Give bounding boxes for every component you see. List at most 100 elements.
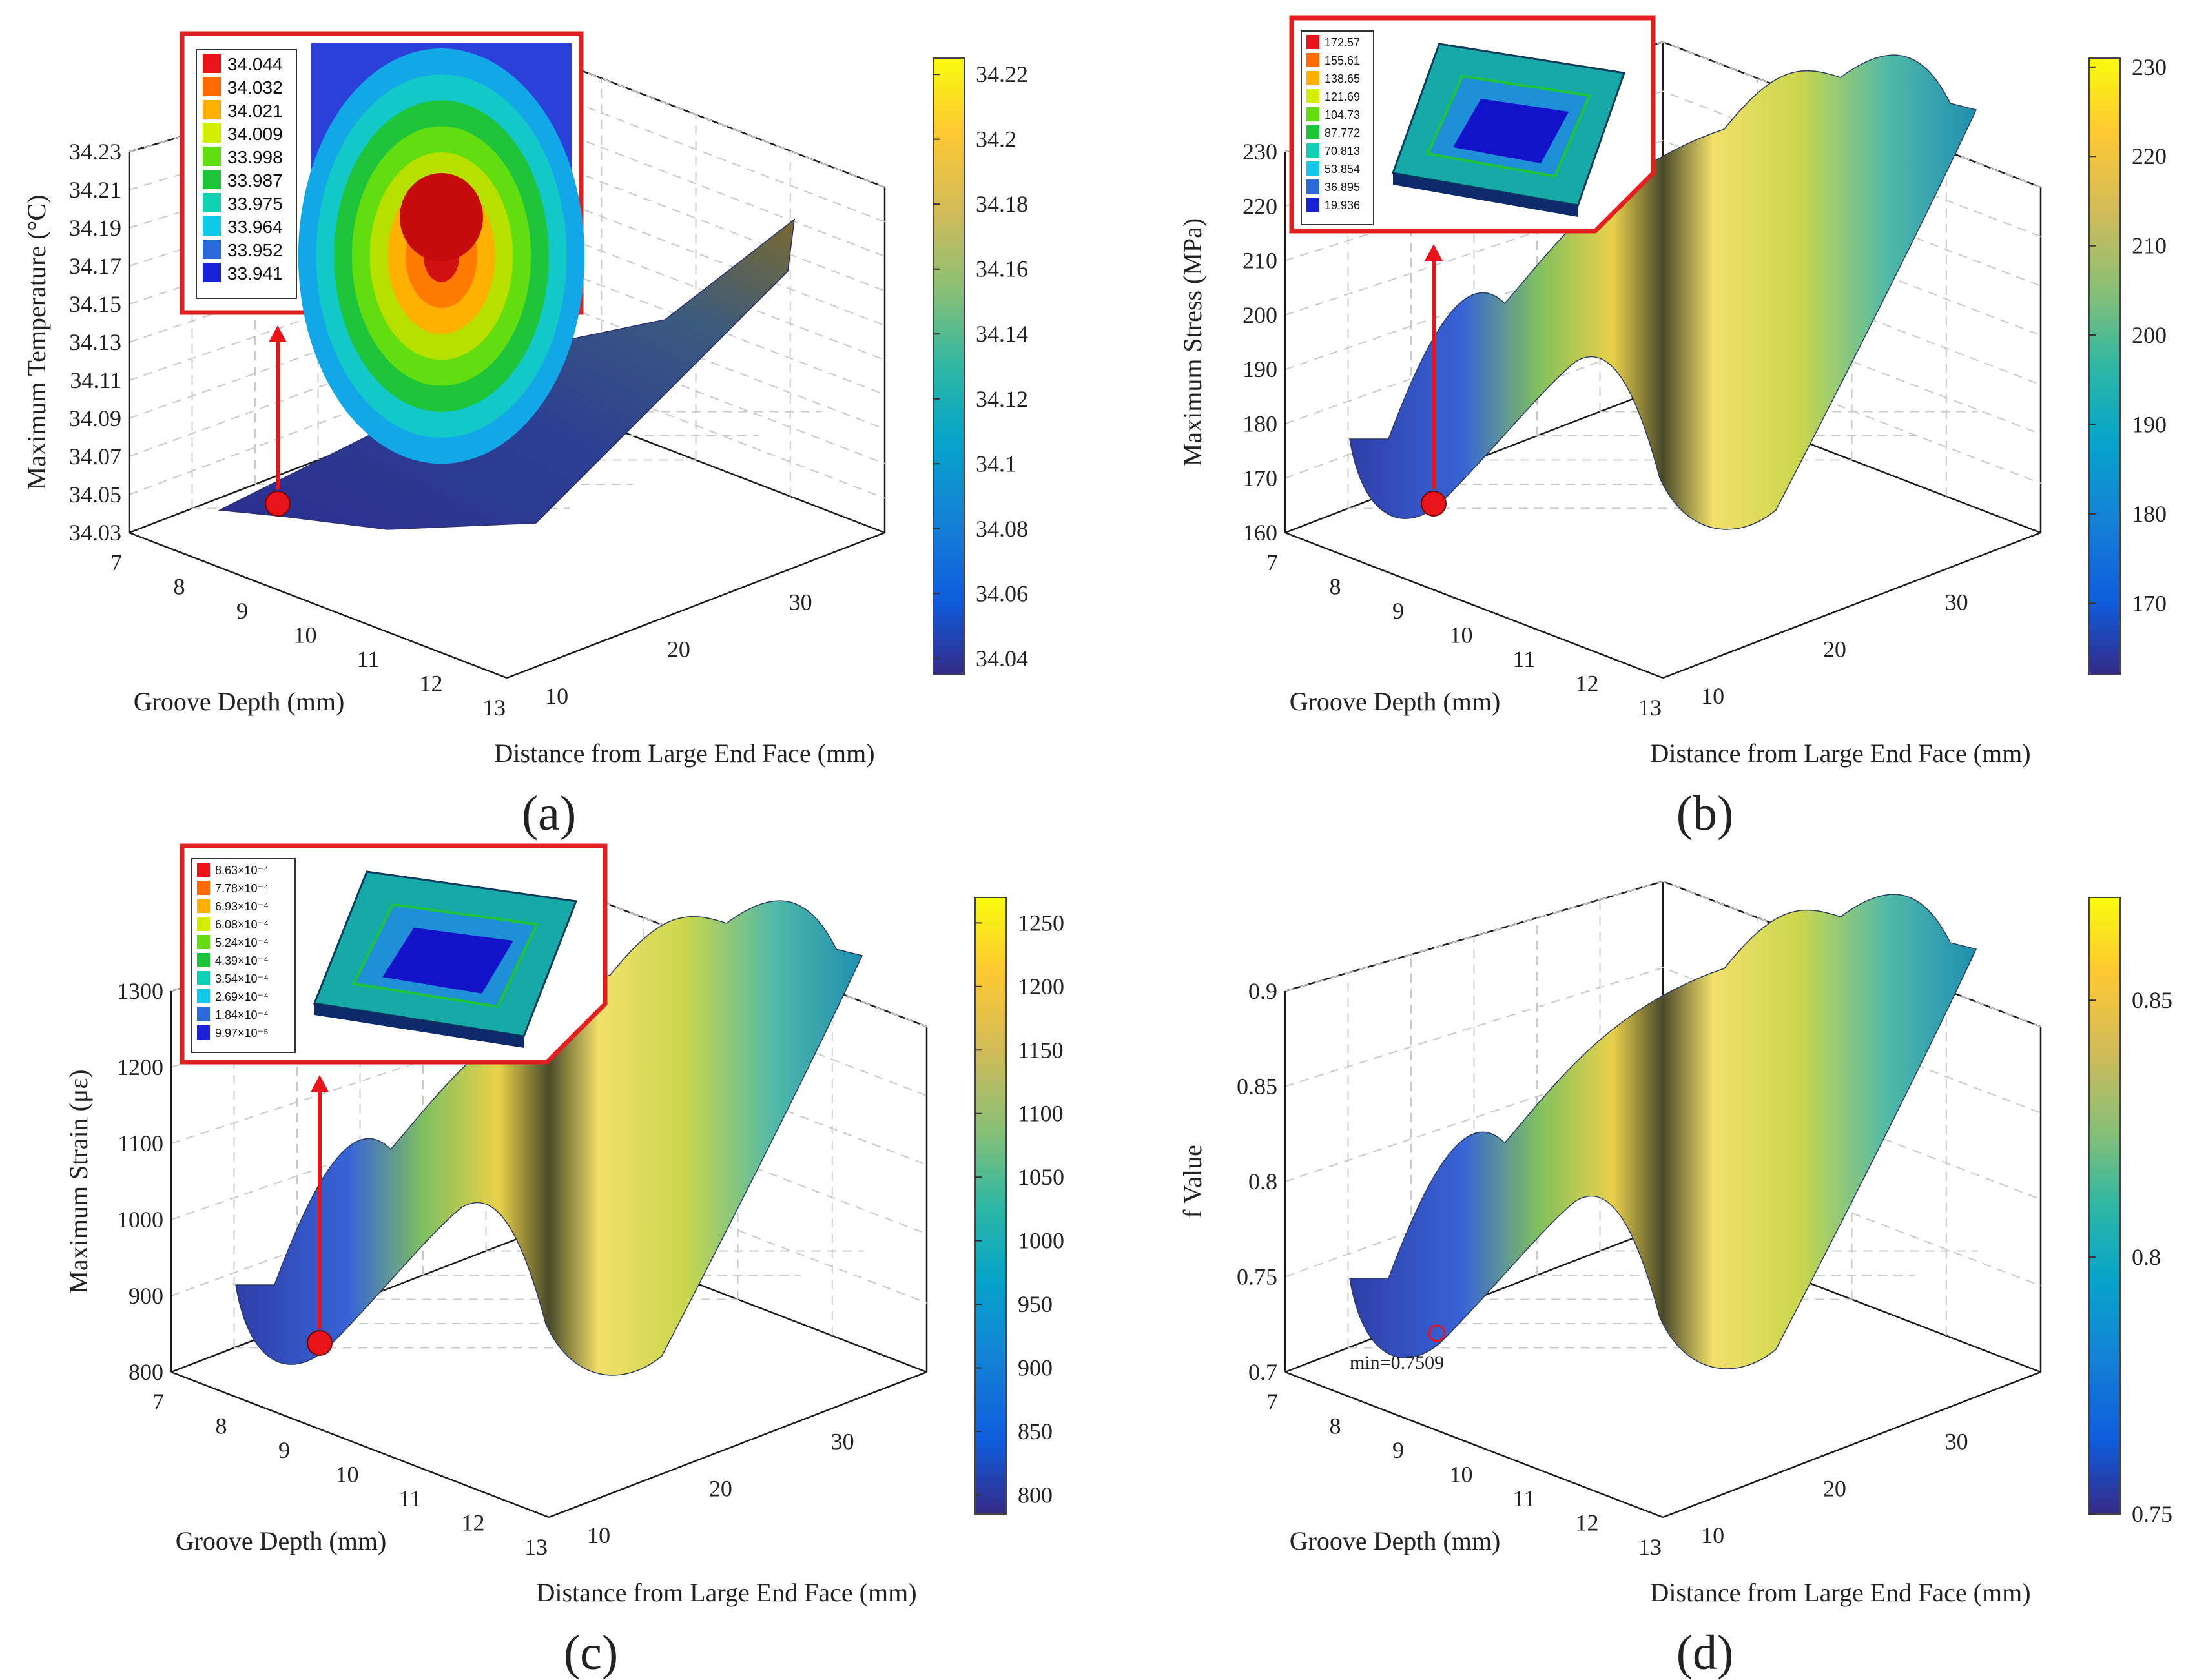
z-gridline: [170, 1087, 927, 1234]
inset-legend-label: 70.813: [1325, 145, 1360, 158]
colorbar: [933, 57, 965, 675]
z-tick-label: 34.13: [69, 329, 121, 355]
colorbar-tick-label: 34.08: [976, 516, 1028, 542]
z-tick-label: 0.85: [1237, 1074, 1277, 1100]
inset-arrow-head: [311, 1075, 329, 1092]
z-axis-label: Maximum Temperature (°C): [22, 195, 51, 490]
inset-part-floor: [382, 927, 513, 994]
colorbar-tick-label: 34.14: [976, 321, 1028, 347]
inset-legend-swatch: [203, 170, 221, 189]
inset-legend-swatch: [203, 193, 221, 212]
z-gridline: [1284, 967, 2041, 1114]
x-tick-label: 11: [1513, 1486, 1536, 1511]
z-axis-label: f Value: [1178, 1145, 1207, 1218]
surface-sheet: [1349, 894, 1977, 1369]
colorbar-tick-label: 0.8: [2132, 1244, 2161, 1270]
inset-legend-label: 6.08×10⁻⁴: [215, 918, 269, 931]
inset-legend-swatch: [1306, 143, 1319, 158]
x-tick-label: 12: [1576, 671, 1599, 697]
colorbar-tick-label: 950: [1018, 1291, 1053, 1317]
y-tick-label: 20: [667, 636, 690, 662]
inset-legend-swatch: [197, 917, 210, 931]
colorbar-tick-label: 1250: [1018, 910, 1064, 936]
z-tick-label: 1200: [117, 1054, 163, 1080]
y-axis-line: [1662, 531, 2041, 679]
colorbar-tick-label: 34.12: [976, 386, 1028, 412]
colorbar-tick-label: 180: [2132, 501, 2167, 527]
inset-legend-swatch: [203, 123, 221, 143]
inset-legend-swatch: [203, 216, 221, 236]
z-tick-label: 34.17: [69, 253, 121, 279]
inset-legend-swatch: [203, 100, 221, 119]
surface-sheet: [235, 900, 863, 1376]
inset-legend-swatch: [1306, 107, 1319, 121]
inset-legend-label: 121.69: [1325, 90, 1360, 103]
z-tick-label: 190: [1243, 356, 1277, 382]
x-tick-label: 9: [1392, 598, 1404, 624]
panel-a: 7 8 9 10 11 12 13 10 20 30 34.03 34.05 34.07 34.09 34.…: [22, 31, 1028, 841]
y-tick-label: 30: [1945, 1429, 1968, 1455]
z-tick-label: 34.07: [69, 444, 121, 469]
colorbar-tick-label: 850: [1018, 1419, 1053, 1444]
z-tick-label: 34.03: [69, 520, 121, 546]
z-tick-label: 0.7: [1248, 1359, 1277, 1385]
x-tick-label: 7: [1266, 549, 1278, 575]
inset-legend-swatch: [197, 953, 210, 967]
inset-legend-label: 33.941: [227, 263, 283, 283]
inset-part-front-wall: [1393, 173, 1578, 217]
inset-legend-label: 1.84×10⁻⁴: [215, 1009, 269, 1021]
x-tick-label: 8: [1330, 1413, 1341, 1439]
colorbar-tick-label: 190: [2132, 411, 2167, 437]
inset-legend-label: 19.936: [1325, 199, 1360, 212]
x-tick-label: 11: [357, 646, 380, 672]
x-tick-label: 13: [1638, 695, 1662, 721]
y-axis-line: [548, 1371, 927, 1519]
inset-legend-label: 33.964: [227, 217, 283, 237]
z-tick-label: 1000: [117, 1207, 163, 1233]
colorbar: [2088, 57, 2121, 675]
inset-legend-swatch: [203, 263, 221, 282]
inset-legend-swatch: [197, 989, 210, 1003]
inset-legend-swatch: [203, 240, 221, 259]
panel-label: (c): [564, 1626, 618, 1680]
inset-legend-swatch: [197, 863, 210, 877]
x-tick-label: 10: [1450, 622, 1473, 648]
colorbar-tick-label: 34.16: [976, 256, 1028, 282]
inset-legend-swatch: [1306, 161, 1319, 176]
x-tick-label: 7: [152, 1389, 164, 1415]
z-tick-label: 34.23: [69, 139, 121, 165]
x-tick-label: 13: [524, 1534, 548, 1560]
inset-legend-swatch: [203, 77, 221, 96]
x-tick-label: 8: [1330, 574, 1341, 600]
x-tick-label: 7: [110, 549, 122, 575]
inset-legend-label: 33.987: [227, 170, 283, 190]
colorbar-tick-label: 230: [2132, 54, 2167, 80]
inset-legend-swatch: [1306, 179, 1319, 194]
x-tick-label: 7: [1266, 1389, 1278, 1415]
colorbar-tick-label: 1150: [1018, 1037, 1064, 1063]
x-tick-label: 13: [482, 695, 506, 721]
colorbar-tick-label: 0.85: [2132, 987, 2172, 1013]
y-tick-label: 20: [1823, 1475, 1846, 1501]
optimum-marker: [1421, 491, 1447, 517]
inset-legend-label: 9.97×10⁻⁵: [215, 1027, 269, 1040]
inset-legend-label: 3.54×10⁻⁴: [215, 972, 269, 985]
inset-legend-swatch: [1306, 53, 1319, 67]
z-gridline: [1284, 1140, 2041, 1287]
x-tick-label: 12: [462, 1510, 485, 1536]
y-axis-label: Distance from Large End Face (mm): [494, 739, 874, 768]
y-tick-label: 10: [1701, 1522, 1724, 1548]
colorbar: [2088, 897, 2121, 1515]
panel-label: (b): [1676, 786, 1734, 841]
y-tick-label: 30: [1945, 589, 1968, 615]
z-axis-label: Maximum Strain (με): [64, 1069, 93, 1293]
inset-legend-label: 5.24×10⁻⁴: [215, 936, 269, 949]
y-tick-label: 10: [1701, 683, 1724, 709]
z-tick-label: 0.8: [1248, 1169, 1277, 1194]
z-tick-label: 180: [1243, 411, 1277, 436]
x-axis-label: Groove Depth (mm): [1290, 687, 1501, 716]
z-tick-label: 170: [1243, 466, 1277, 491]
x-tick-label: 8: [216, 1413, 227, 1439]
min-annotation: min=0.7509: [1350, 1352, 1444, 1373]
z-gridline: [1284, 880, 2041, 1027]
